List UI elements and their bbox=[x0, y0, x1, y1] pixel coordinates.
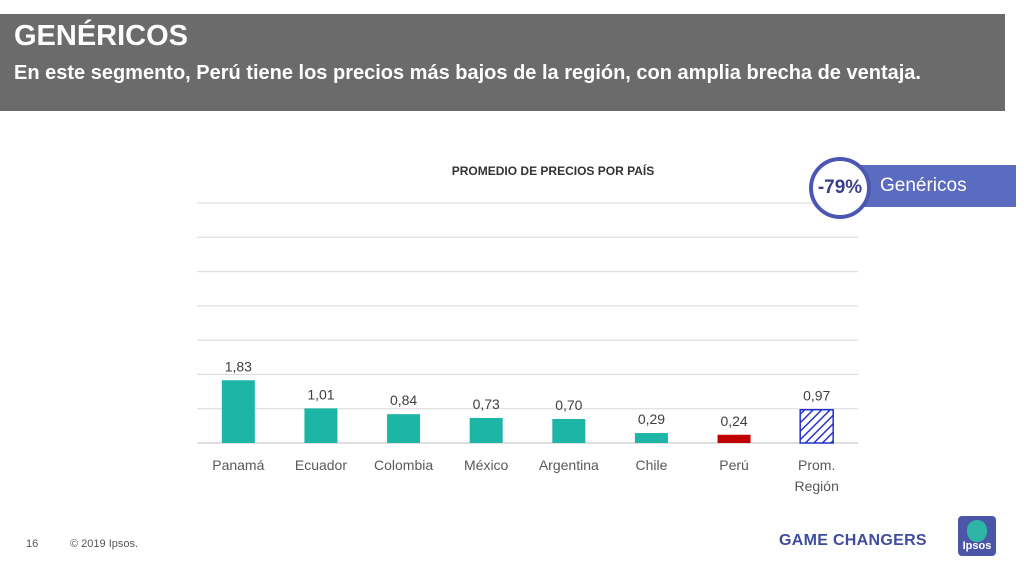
category-label: México bbox=[464, 457, 509, 473]
data-label: 0,73 bbox=[473, 396, 500, 412]
game-changers-brand: GAME CHANGERS bbox=[779, 532, 927, 549]
category-label: Perú bbox=[719, 457, 749, 473]
bar-5 bbox=[634, 433, 668, 443]
ipsos-logo: Ipsos bbox=[958, 516, 996, 556]
chart-gridlines bbox=[197, 202, 858, 444]
category-label: Ecuador bbox=[295, 457, 347, 473]
category-label: Colombia bbox=[374, 457, 433, 473]
ipsos-logo-shape bbox=[967, 520, 987, 542]
bar-0 bbox=[221, 380, 255, 443]
page-number: 16 bbox=[26, 538, 39, 550]
bar-4 bbox=[552, 419, 586, 443]
badge-label: Genéricos bbox=[880, 175, 967, 196]
data-label: 0,29 bbox=[638, 411, 665, 427]
chart-title: PROMEDIO DE PRECIOS POR PAÍS bbox=[452, 163, 654, 178]
bar-1 bbox=[304, 408, 338, 443]
badge-percent-circle: -79% bbox=[809, 157, 871, 219]
copyright: © 2019 Ipsos. bbox=[70, 538, 139, 550]
category-label: Panamá bbox=[212, 457, 264, 473]
data-label: 0,84 bbox=[390, 392, 417, 408]
data-label: 1,01 bbox=[307, 386, 334, 402]
header-banner: GENÉRICOS En este segmento, Perú tiene l… bbox=[0, 14, 1005, 111]
category-label: Argentina bbox=[539, 457, 599, 473]
category-label: Prom. Región bbox=[795, 457, 839, 494]
data-label: 1,83 bbox=[225, 358, 252, 374]
page-subtitle: En este segmento, Perú tiene los precios… bbox=[14, 62, 921, 84]
data-label: 0,70 bbox=[555, 397, 582, 413]
chart-bars: 1,83 Panamá 1,01 Ecuador 0,84 Colombia 0,73 Méx… bbox=[212, 358, 839, 494]
data-label: 0,24 bbox=[720, 413, 747, 429]
category-label: Chile bbox=[635, 457, 667, 473]
ipsos-logo-text: Ipsos bbox=[962, 540, 992, 552]
bar-7 bbox=[799, 408, 834, 444]
bar-2 bbox=[387, 414, 421, 443]
bar-6 bbox=[717, 434, 751, 443]
badge-value: -79% bbox=[817, 177, 863, 198]
page-title: GENÉRICOS bbox=[14, 20, 189, 52]
data-label: 0,97 bbox=[803, 388, 830, 404]
bar-3 bbox=[469, 417, 503, 443]
